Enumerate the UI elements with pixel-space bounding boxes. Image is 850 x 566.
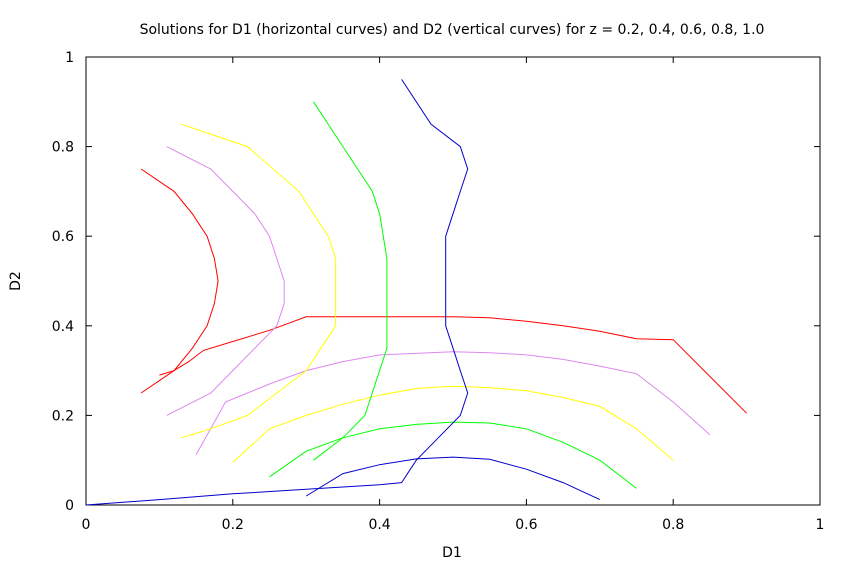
y-tick-label: 0.8 <box>52 140 74 156</box>
series-lines <box>85 79 747 506</box>
series-line-4 <box>181 123 337 439</box>
x-tick-label: 0.8 <box>662 517 684 533</box>
series-line-2 <box>166 146 285 416</box>
plot-frame <box>85 56 821 506</box>
tick-marks <box>85 56 821 506</box>
y-tick-label: 0.2 <box>52 408 74 424</box>
x-tick-labels: 0 0.2 0.4 0.6 0.8 1 <box>82 517 825 533</box>
y-tick-label: 0.6 <box>52 229 74 245</box>
x-tick-label: 0.4 <box>368 517 390 533</box>
series-line-9 <box>305 456 601 501</box>
plot-area: 0 0.2 0.4 0.6 0.8 1 0 0.2 0.4 0.6 0.8 1 <box>52 50 825 533</box>
y-tick-label: 0 <box>65 498 74 514</box>
series-line-7 <box>269 421 637 489</box>
series-line-8 <box>85 79 469 506</box>
series-line-0 <box>159 316 747 414</box>
y-tick-labels: 0 0.2 0.4 0.6 0.8 1 <box>52 50 74 514</box>
y-tick-label: 1 <box>65 50 74 66</box>
series-line-1 <box>140 168 219 394</box>
y-tick-label: 0.4 <box>52 319 74 335</box>
x-tick-label: 0.2 <box>222 517 244 533</box>
series-line-6 <box>313 101 388 461</box>
x-tick-label: 0 <box>82 517 91 533</box>
chart-title: Solutions for D1 (horizontal curves) and… <box>140 22 765 38</box>
series-line-5 <box>232 385 674 463</box>
x-tick-label: 1 <box>816 517 825 533</box>
series-line-3 <box>195 351 711 456</box>
x-tick-label: 0.6 <box>515 517 537 533</box>
x-axis-label: D1 <box>442 545 462 561</box>
y-axis-label: D2 <box>8 271 24 291</box>
